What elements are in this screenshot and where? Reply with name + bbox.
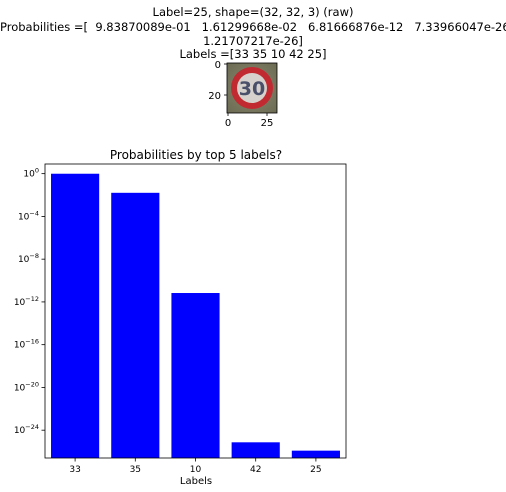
thumb-y-tick-label: 0 [215, 60, 221, 71]
y-tick-label: 10−8 [18, 252, 39, 265]
x-tick-label: 42 [250, 465, 261, 475]
thumb-x-ticks: 0 25 [225, 113, 274, 129]
chart-title: Probabilities by top 5 labels? [110, 148, 282, 162]
traffic-sign-image: 30 [227, 63, 277, 113]
bar-42 [231, 442, 280, 458]
probabilities-line: Probabilities =[ 9.83870089e-01 1.612996… [0, 20, 506, 34]
x-tick-label: 25 [310, 465, 321, 475]
y-tick-label: 10−24 [14, 423, 39, 436]
plot-frame [44, 163, 347, 459]
x-tick-label: 35 [130, 465, 141, 475]
sign-digits: 30 [239, 78, 265, 100]
bar-25 [291, 450, 340, 458]
y-tick-label: 10−4 [18, 209, 39, 222]
y-tick-label: 10−12 [14, 295, 39, 308]
y-tick-label: 100 [23, 167, 39, 180]
bar-33 [51, 173, 100, 459]
bar-35 [111, 192, 160, 459]
labels-line: Labels =[33 35 10 42 25] [179, 47, 327, 61]
thumb-x-tick-label: 0 [225, 118, 231, 129]
figure-title-line-1: Label=25, shape=(32, 32, 3) (raw) [152, 5, 354, 19]
y-tick-label: 10−16 [14, 338, 39, 351]
bar-10 [171, 293, 220, 458]
x-axis-label: Labels [180, 476, 212, 487]
x-tick-label: 33 [69, 465, 80, 475]
thumb-x-tick-label: 25 [261, 118, 274, 129]
thumb-y-tick-label: 20 [208, 91, 221, 102]
thumbnail-axes: 30 0 20 0 25 [208, 60, 278, 129]
y-tick-label: 10−20 [14, 380, 39, 393]
thumb-y-ticks: 0 20 [208, 60, 227, 102]
probabilities-line-continued: 1.21707217e-26] [203, 34, 303, 48]
x-tick-label: 10 [190, 465, 202, 475]
